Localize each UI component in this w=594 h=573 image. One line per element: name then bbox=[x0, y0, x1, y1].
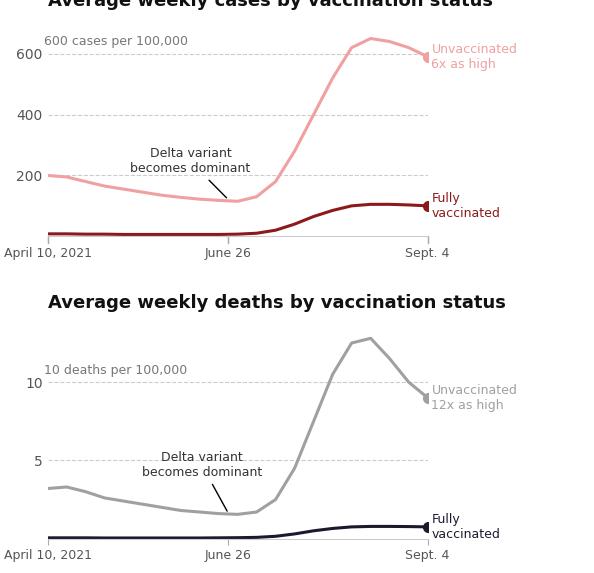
Text: Fully
vaccinated: Fully vaccinated bbox=[431, 192, 500, 220]
Text: Average weekly cases by vaccination status: Average weekly cases by vaccination stat… bbox=[48, 0, 492, 10]
Text: Unvaccinated
6x as high: Unvaccinated 6x as high bbox=[431, 43, 517, 70]
Text: Delta variant
becomes dominant: Delta variant becomes dominant bbox=[142, 451, 262, 511]
Text: 600 cases per 100,000: 600 cases per 100,000 bbox=[44, 34, 188, 48]
Text: 10 deaths per 100,000: 10 deaths per 100,000 bbox=[44, 364, 187, 378]
Text: Unvaccinated
12x as high: Unvaccinated 12x as high bbox=[431, 384, 517, 412]
Text: Average weekly deaths by vaccination status: Average weekly deaths by vaccination sta… bbox=[48, 295, 505, 312]
Text: Delta variant
becomes dominant: Delta variant becomes dominant bbox=[130, 147, 251, 198]
Text: Fully
vaccinated: Fully vaccinated bbox=[431, 513, 500, 541]
